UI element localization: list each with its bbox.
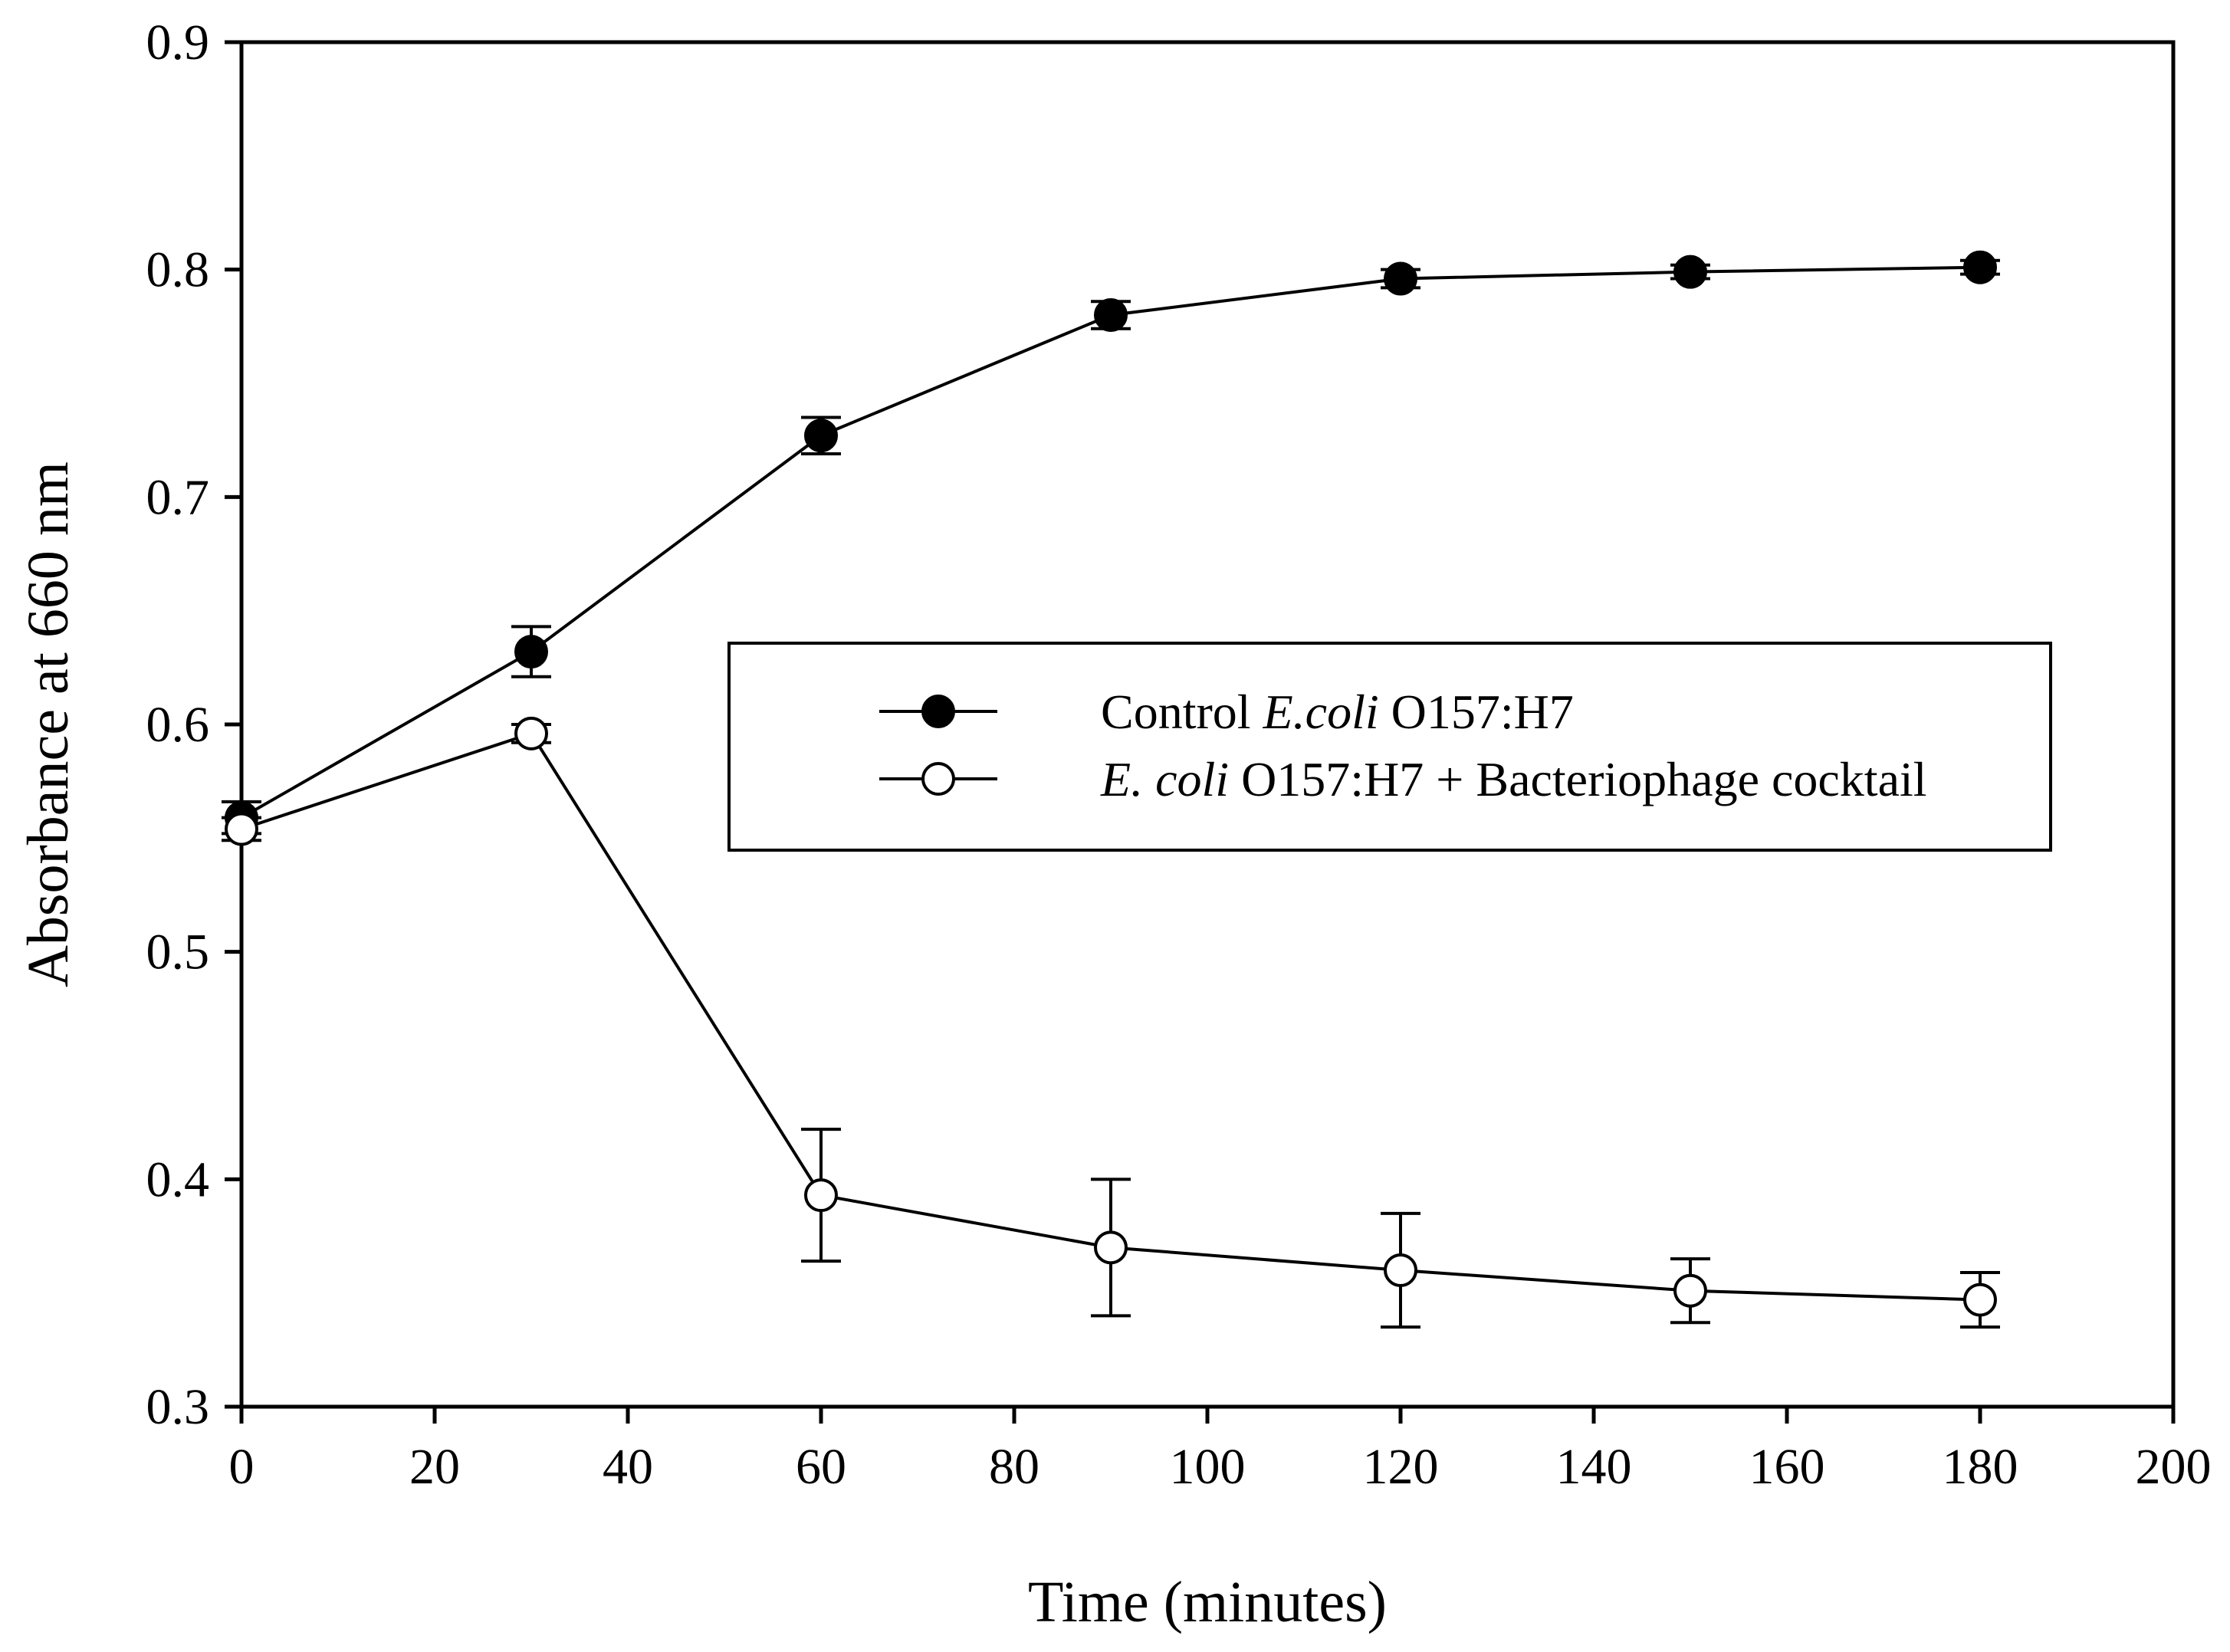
- x-tick-label: 80: [989, 1439, 1039, 1495]
- legend-entry-1: Control E.coli O157:H7: [879, 685, 1574, 739]
- legend-marker: [921, 695, 955, 728]
- data-point: [225, 812, 258, 846]
- x-tick-label: 20: [409, 1439, 460, 1495]
- data-point: [514, 635, 548, 669]
- x-axis-title: Time (minutes): [1028, 1570, 1387, 1634]
- x-tick-label: 40: [603, 1439, 653, 1495]
- legend-label: Control E.coli O157:H7: [1101, 685, 1574, 739]
- data-point: [1963, 250, 1997, 284]
- legend-entry-2: E. coli O157:H7 + Bacteriophage cocktail: [879, 752, 1927, 806]
- data-point: [1963, 1283, 1997, 1317]
- series-2: [222, 716, 2000, 1329]
- data-point: [1384, 261, 1417, 296]
- y-axis: 0.3 0.4 0.5 0.6 0.7 0.8 0.9: [146, 15, 241, 1435]
- legend-box: [727, 642, 2052, 852]
- x-tick-label: 200: [2136, 1439, 2212, 1495]
- x-tick-label: 60: [796, 1439, 846, 1495]
- x-axis: 0 20 40 60 80 100 120 140 160 180 200: [229, 1407, 2212, 1495]
- y-tick-label: 0.8: [146, 242, 210, 298]
- data-point: [1673, 1273, 1707, 1308]
- data-point: [804, 1178, 838, 1213]
- data-point: [804, 419, 838, 453]
- data-point: [1384, 1253, 1417, 1287]
- x-tick-label: 140: [1556, 1439, 1632, 1495]
- data-point: [514, 716, 548, 750]
- y-axis-title: Absorbance at 660 nm: [16, 461, 80, 987]
- y-tick-label: 0.9: [146, 15, 210, 71]
- data-point: [1094, 1230, 1128, 1265]
- y-tick-label: 0.3: [146, 1379, 210, 1435]
- legend-marker: [921, 762, 955, 796]
- y-tick-label: 0.5: [146, 925, 210, 980]
- legend-label: E. coli O157:H7 + Bacteriophage cocktail: [1100, 752, 1927, 806]
- data-point: [1673, 255, 1707, 289]
- series-layer: [222, 250, 2000, 1329]
- x-tick-label: 120: [1363, 1439, 1439, 1495]
- x-tick-label: 160: [1749, 1439, 1825, 1495]
- data-point: [1094, 298, 1128, 332]
- x-tick-label: 100: [1170, 1439, 1246, 1495]
- x-tick-label: 180: [1943, 1439, 2018, 1495]
- y-tick-label: 0.6: [146, 697, 210, 753]
- x-tick-label: 0: [229, 1439, 255, 1495]
- legend: Control E.coli O157:H7 E. coli O157:H7 + …: [727, 642, 2052, 852]
- y-tick-label: 0.4: [146, 1151, 210, 1207]
- y-tick-label: 0.7: [146, 469, 210, 525]
